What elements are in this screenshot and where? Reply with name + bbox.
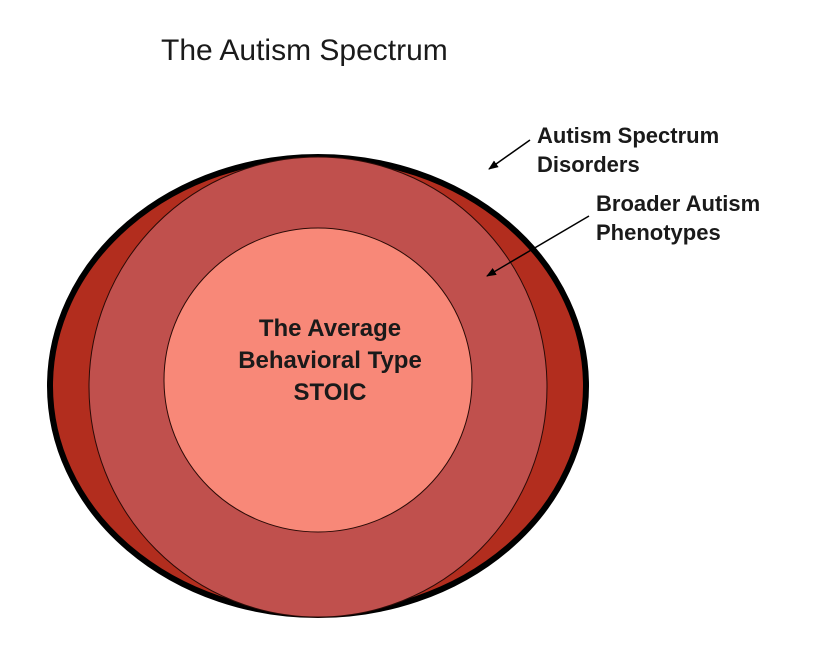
core-label-line: The Average [258, 315, 402, 342]
bap-label: Broader Autism Phenotypes [596, 189, 760, 247]
core-label-line: STOIC [293, 379, 367, 406]
asd-label-line: Disorders [537, 152, 640, 177]
asd-pointer-arrow [488, 139, 531, 170]
average-behavioral-type-core [163, 227, 473, 533]
asd-label-line: Autism Spectrum [537, 123, 720, 148]
bap-pointer-arrow [486, 215, 590, 277]
core-label: The Average Behavioral Type STOIC [180, 313, 480, 409]
core-label-line: Behavioral Type [238, 347, 422, 374]
asd-label: Autism Spectrum Disorders [537, 121, 719, 179]
bap-label-line: Broader Autism [596, 191, 761, 216]
bap-label-line: Phenotypes [596, 220, 721, 245]
diagram-title: The Autism Spectrum [161, 34, 448, 67]
